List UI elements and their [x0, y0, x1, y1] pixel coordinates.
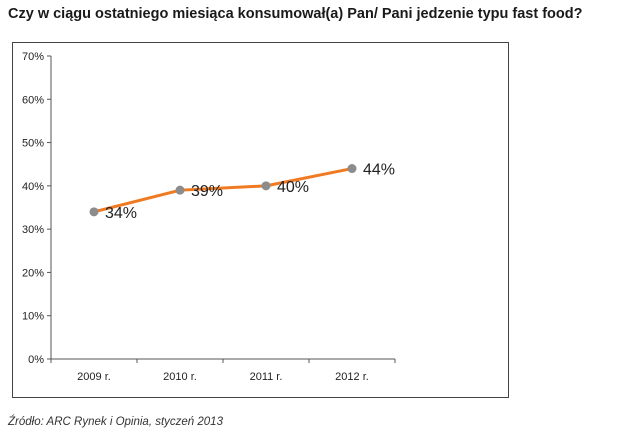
y-tick-label: 60% [22, 94, 44, 106]
y-tick-label: 50% [22, 138, 44, 150]
data-label: 44% [363, 162, 395, 179]
data-point [347, 164, 357, 174]
x-tick-label: 2010 r. [163, 371, 197, 383]
source-note: Źródło: ARC Rynek i Opinia, styczeń 2013 [8, 416, 223, 428]
chart-frame [12, 42, 509, 398]
y-tick-label: 0% [28, 354, 44, 366]
x-tick-label: 2009 r. [77, 371, 111, 383]
y-tick-label: 40% [22, 181, 44, 193]
data-label: 34% [105, 205, 137, 222]
series-line [92, 167, 354, 214]
data-label: 39% [191, 183, 223, 200]
y-tick-label: 70% [22, 51, 44, 63]
data-point [89, 207, 99, 217]
chart-title: Czy w ciągu ostatniego miesiąca konsumow… [8, 6, 583, 22]
data-label: 40% [277, 179, 309, 196]
y-tick-label: 30% [22, 224, 44, 236]
x-tick-label: 2012 r. [335, 371, 369, 383]
y-tick-label: 20% [22, 267, 44, 279]
x-tick-label: 2011 r. [250, 371, 283, 383]
y-tick-label: 10% [22, 311, 44, 323]
data-point [175, 185, 185, 195]
data-point [261, 181, 271, 191]
